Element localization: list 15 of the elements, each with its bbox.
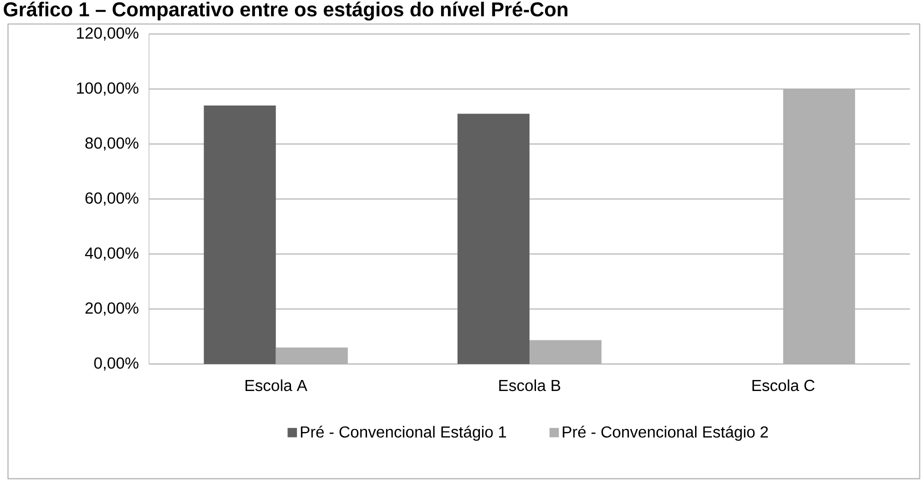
- x-tick-label: Escola A: [246, 379, 308, 392]
- y-tick-label: 120,00%: [77, 27, 138, 41]
- legend-label: Pré - Convencional Estágio 2: [562, 426, 768, 441]
- y-tick-label: 100,00%: [77, 82, 138, 96]
- x-tick-label: Escola C: [752, 379, 815, 392]
- x-tick-label: Escola B: [499, 379, 560, 392]
- chart-title: Gráfico 1 – Comparativo entre os estágios do nível Pré-Con: [4, 2, 568, 21]
- y-tick-label: 0,00%: [94, 357, 138, 371]
- y-tick-label: 60,00%: [86, 192, 138, 206]
- bar: [458, 114, 530, 364]
- y-tick-label: 40,00%: [85, 247, 138, 261]
- legend-label: Pré - Convencional Estágio 1: [300, 426, 506, 441]
- y-tick-label: 20,00%: [85, 302, 138, 316]
- y-tick-label: 80,00%: [85, 137, 138, 151]
- bar: [204, 106, 276, 364]
